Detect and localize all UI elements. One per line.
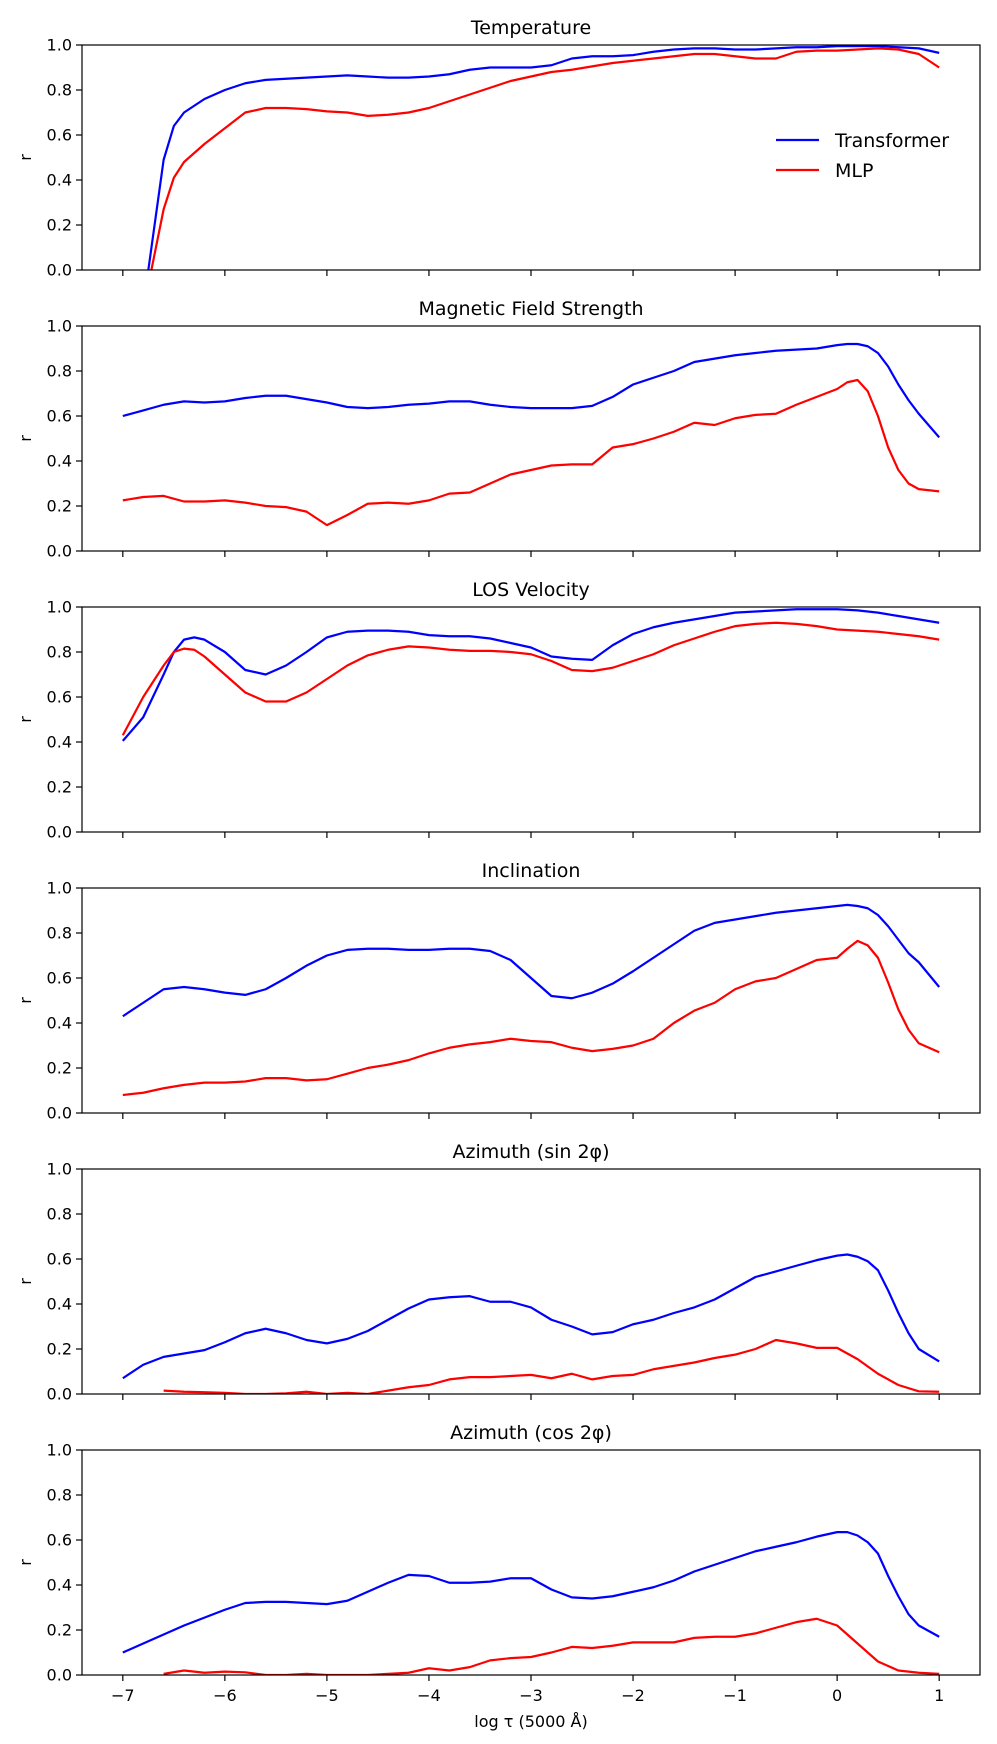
y-tick-label: 0.2 <box>47 1621 72 1640</box>
y-tick-label: 0.0 <box>47 1104 72 1123</box>
y-tick-label: 0.8 <box>47 643 72 662</box>
x-axis-label: log τ (5000 Å) <box>474 1712 587 1731</box>
y-tick-label: 0.8 <box>47 1205 72 1224</box>
plot-frame <box>81 325 981 552</box>
y-tick-label: 0.4 <box>47 733 72 752</box>
y-tick-label: 0.0 <box>47 823 72 842</box>
y-tick-label: 0.8 <box>47 924 72 943</box>
y-axis-label: r <box>16 154 35 161</box>
plot-frame <box>81 606 981 833</box>
y-tick-label: 0.2 <box>47 1340 72 1359</box>
series-line-transformer <box>122 903 941 1018</box>
y-tick-label: 0.4 <box>47 1014 72 1033</box>
x-tick-label: 1 <box>934 1686 944 1705</box>
y-tick-label: 1.0 <box>47 1160 72 1179</box>
panel-4: Inclination r 0.0 0.2 0.4 0.6 0.8 1.0 <box>16 860 981 1123</box>
series-line-transformer <box>147 45 940 270</box>
plot-frame <box>81 887 981 1114</box>
series-line-transformer <box>122 342 941 439</box>
y-tick-label: 0.2 <box>47 778 72 797</box>
y-tick-label: 1.0 <box>47 598 72 617</box>
panel-title: LOS Velocity <box>472 579 590 601</box>
series-line-mlp <box>163 1617 940 1675</box>
legend-label-mlp: MLP <box>835 160 873 182</box>
y-tick-label: 0.8 <box>47 81 72 100</box>
y-axis-label: r <box>16 997 35 1004</box>
panel-title: Magnetic Field Strength <box>418 298 643 320</box>
x-tick-label: −6 <box>213 1686 237 1705</box>
y-tick-label: 0.2 <box>47 497 72 516</box>
y-tick-label: 0.2 <box>47 1059 72 1078</box>
y-tick-label: 0.6 <box>47 969 72 988</box>
x-tick-label: −4 <box>417 1686 441 1705</box>
y-tick-label: 0.6 <box>47 1531 72 1550</box>
panel-title: Temperature <box>470 17 591 39</box>
legend-label-transformer: Transformer <box>834 130 949 152</box>
panel-title: Inclination <box>482 860 581 882</box>
y-tick-label: 0.0 <box>47 261 72 280</box>
y-axis-label: r <box>16 1278 35 1285</box>
y-tick-label: 0.8 <box>47 1486 72 1505</box>
panel-1: Temperature r 0.0 0.2 0.4 0.6 0.8 1.0 Transforme… <box>16 17 981 280</box>
series-line-transformer <box>122 1531 940 1654</box>
y-tick-label: 0.6 <box>47 688 72 707</box>
series-line-transformer <box>122 1253 940 1380</box>
y-tick-label: 0.8 <box>47 362 72 381</box>
y-tick-label: 0.4 <box>47 171 72 190</box>
y-axis-label: r <box>16 435 35 442</box>
y-tick-label: 0.6 <box>47 407 72 426</box>
x-tick-label: −3 <box>519 1686 543 1705</box>
panel-5: Azimuth (sin 2φ) r 0.0 0.2 0.4 0.6 0.8 1.0 <box>16 1141 981 1404</box>
panel-2: Magnetic Field Strength r 0.0 0.2 0.4 0.6 0.8 1… <box>16 298 981 561</box>
legend: Transformer MLP <box>776 130 949 182</box>
plot-frame <box>81 1168 981 1395</box>
x-tick-label: −1 <box>723 1686 747 1705</box>
series-line-mlp <box>122 939 940 1097</box>
plot-frame <box>81 1449 981 1676</box>
y-tick-label: 0.6 <box>47 126 72 145</box>
x-tick-label: 0 <box>832 1686 842 1705</box>
series-line-mlp <box>121 621 940 736</box>
panel-title: Azimuth (sin 2φ) <box>452 1141 609 1163</box>
x-tick-label: −5 <box>315 1686 339 1705</box>
panel-3: LOS Velocity r 0.0 0.2 0.4 0.6 0.8 1.0 <box>16 579 981 842</box>
y-tick-label: 1.0 <box>47 1441 72 1460</box>
y-tick-label: 0.4 <box>47 1295 72 1314</box>
y-tick-label: 0.0 <box>47 1666 72 1685</box>
series-line-mlp <box>150 47 940 270</box>
y-tick-label: 0.4 <box>47 1576 72 1595</box>
y-tick-label: 0.2 <box>47 216 72 235</box>
x-tick-label: −2 <box>621 1686 645 1705</box>
y-tick-label: 1.0 <box>47 36 72 55</box>
y-axis-label: r <box>16 716 35 723</box>
y-tick-label: 0.0 <box>47 542 72 561</box>
series-line-mlp <box>163 1338 940 1394</box>
y-tick-label: 1.0 <box>47 879 72 898</box>
series-line-transformer <box>121 608 940 742</box>
y-tick-label: 0.6 <box>47 1250 72 1269</box>
y-tick-label: 1.0 <box>47 317 72 336</box>
x-tick-label: −7 <box>111 1686 135 1705</box>
series-line-mlp <box>122 378 940 527</box>
panel-title: Azimuth (cos 2φ) <box>450 1422 612 1444</box>
y-tick-label: 0.0 <box>47 1385 72 1404</box>
plot-frame <box>81 44 981 271</box>
y-tick-label: 0.4 <box>47 452 72 471</box>
panel-6: Azimuth (cos 2φ) r 0.0 0.2 0.4 0.6 0.8 1.0 −7 −6 −… <box>16 1422 981 1731</box>
y-axis-label: r <box>16 1559 35 1566</box>
